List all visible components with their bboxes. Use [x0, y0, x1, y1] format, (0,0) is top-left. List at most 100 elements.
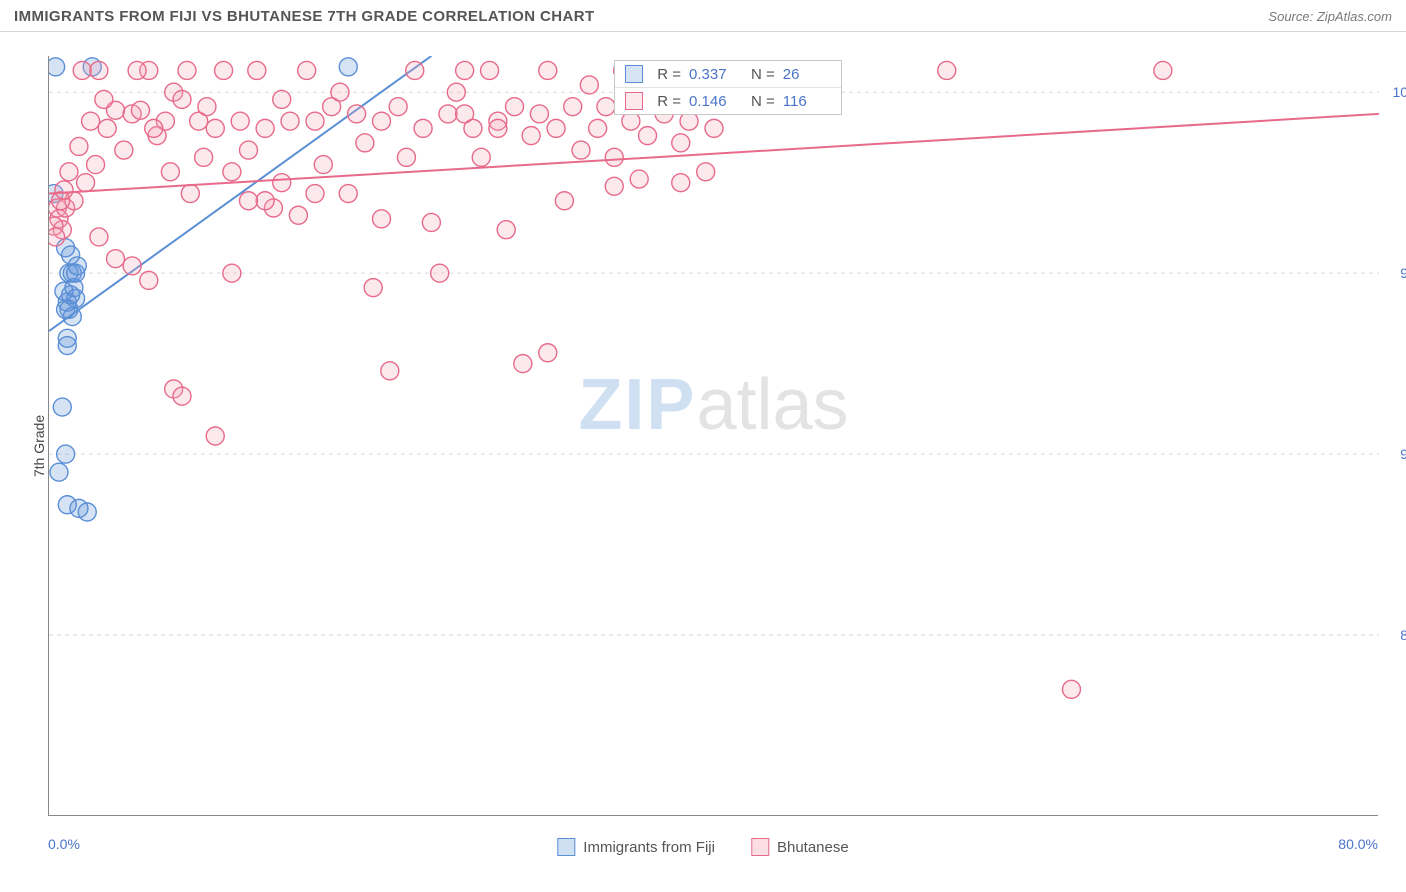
data-point [356, 134, 374, 152]
series-legend: Immigrants from Fiji Bhutanese [557, 838, 848, 856]
data-point [145, 119, 163, 137]
legend-item: Immigrants from Fiji [557, 838, 715, 856]
data-point [223, 264, 241, 282]
data-point [173, 90, 191, 108]
title-bar: IMMIGRANTS FROM FIJI VS BHUTANESE 7TH GR… [0, 0, 1406, 32]
data-point [564, 98, 582, 116]
legend-swatch [625, 65, 643, 83]
data-point [107, 250, 125, 268]
data-point [123, 257, 141, 275]
data-point [381, 362, 399, 380]
data-point [605, 177, 623, 195]
data-point [90, 228, 108, 246]
data-point [580, 76, 598, 94]
data-point [530, 105, 548, 123]
data-point [555, 192, 573, 210]
legend-label: Bhutanese [777, 839, 849, 856]
legend-r-value: 0.146 [689, 93, 737, 110]
legend-r-value: 0.337 [689, 66, 737, 83]
data-point [938, 61, 956, 79]
data-point [95, 90, 113, 108]
data-point [231, 112, 249, 130]
legend-label: Immigrants from Fiji [583, 839, 715, 856]
data-point [639, 127, 657, 145]
data-point [178, 61, 196, 79]
legend-r-label: R = [657, 66, 681, 83]
data-point [331, 83, 349, 101]
data-point [672, 174, 690, 192]
source-name: ZipAtlas.com [1317, 9, 1392, 24]
data-point [273, 90, 291, 108]
data-point [273, 174, 291, 192]
data-point [281, 112, 299, 130]
data-point [82, 112, 100, 130]
data-point [414, 119, 432, 137]
y-tick-label: 95.0% [1400, 265, 1406, 281]
data-point [78, 503, 96, 521]
data-point [115, 141, 133, 159]
data-point [87, 156, 105, 174]
data-point [50, 463, 68, 481]
data-point [597, 98, 615, 116]
data-point [98, 119, 116, 137]
data-point [256, 119, 274, 137]
data-point [572, 141, 590, 159]
data-point [248, 61, 266, 79]
source-label: Source: [1268, 9, 1313, 24]
data-point [539, 344, 557, 362]
data-point [605, 148, 623, 166]
legend-item: Bhutanese [751, 838, 849, 856]
data-point [439, 105, 457, 123]
data-point [672, 134, 690, 152]
data-point [630, 170, 648, 188]
data-point [289, 206, 307, 224]
data-point [181, 185, 199, 203]
data-point [73, 61, 91, 79]
data-point [223, 163, 241, 181]
data-point [422, 213, 440, 231]
data-point [397, 148, 415, 166]
data-point [514, 355, 532, 373]
data-point [697, 163, 715, 181]
legend-r-label: R = [657, 93, 681, 110]
data-point [256, 192, 274, 210]
data-point [58, 337, 76, 355]
y-tick-label: 100.0% [1393, 84, 1406, 100]
data-point [70, 137, 88, 155]
y-tick-label: 85.0% [1400, 627, 1406, 643]
legend-n-value: 116 [783, 93, 831, 110]
legend-swatch [625, 92, 643, 110]
data-point [240, 192, 258, 210]
data-point [55, 282, 73, 300]
data-point [53, 398, 71, 416]
data-point [173, 387, 191, 405]
data-point [240, 141, 258, 159]
data-point [364, 279, 382, 297]
data-point [431, 264, 449, 282]
data-point [161, 163, 179, 181]
data-point [215, 61, 233, 79]
scatter-plot-svg [49, 56, 1379, 816]
data-point [497, 221, 515, 239]
legend-n-value: 26 [783, 66, 831, 83]
data-point [373, 112, 391, 130]
data-point [49, 228, 65, 246]
data-point [339, 185, 357, 203]
legend-n-label: N = [751, 66, 775, 83]
data-point [131, 101, 149, 119]
data-point [55, 181, 73, 199]
correlation-legend: R =0.337N =26R =0.146N =116 [614, 60, 842, 115]
data-point [389, 98, 407, 116]
data-point [339, 58, 357, 76]
data-point [60, 163, 78, 181]
legend-swatch [557, 838, 575, 856]
data-point [539, 61, 557, 79]
data-point [456, 61, 474, 79]
data-point [348, 105, 366, 123]
data-point [464, 119, 482, 137]
plot-area: ZIPatlas R =0.337N =26R =0.146N =116 85.… [48, 56, 1378, 816]
data-point [481, 61, 499, 79]
data-point [447, 83, 465, 101]
data-point [589, 119, 607, 137]
data-point [77, 174, 95, 192]
